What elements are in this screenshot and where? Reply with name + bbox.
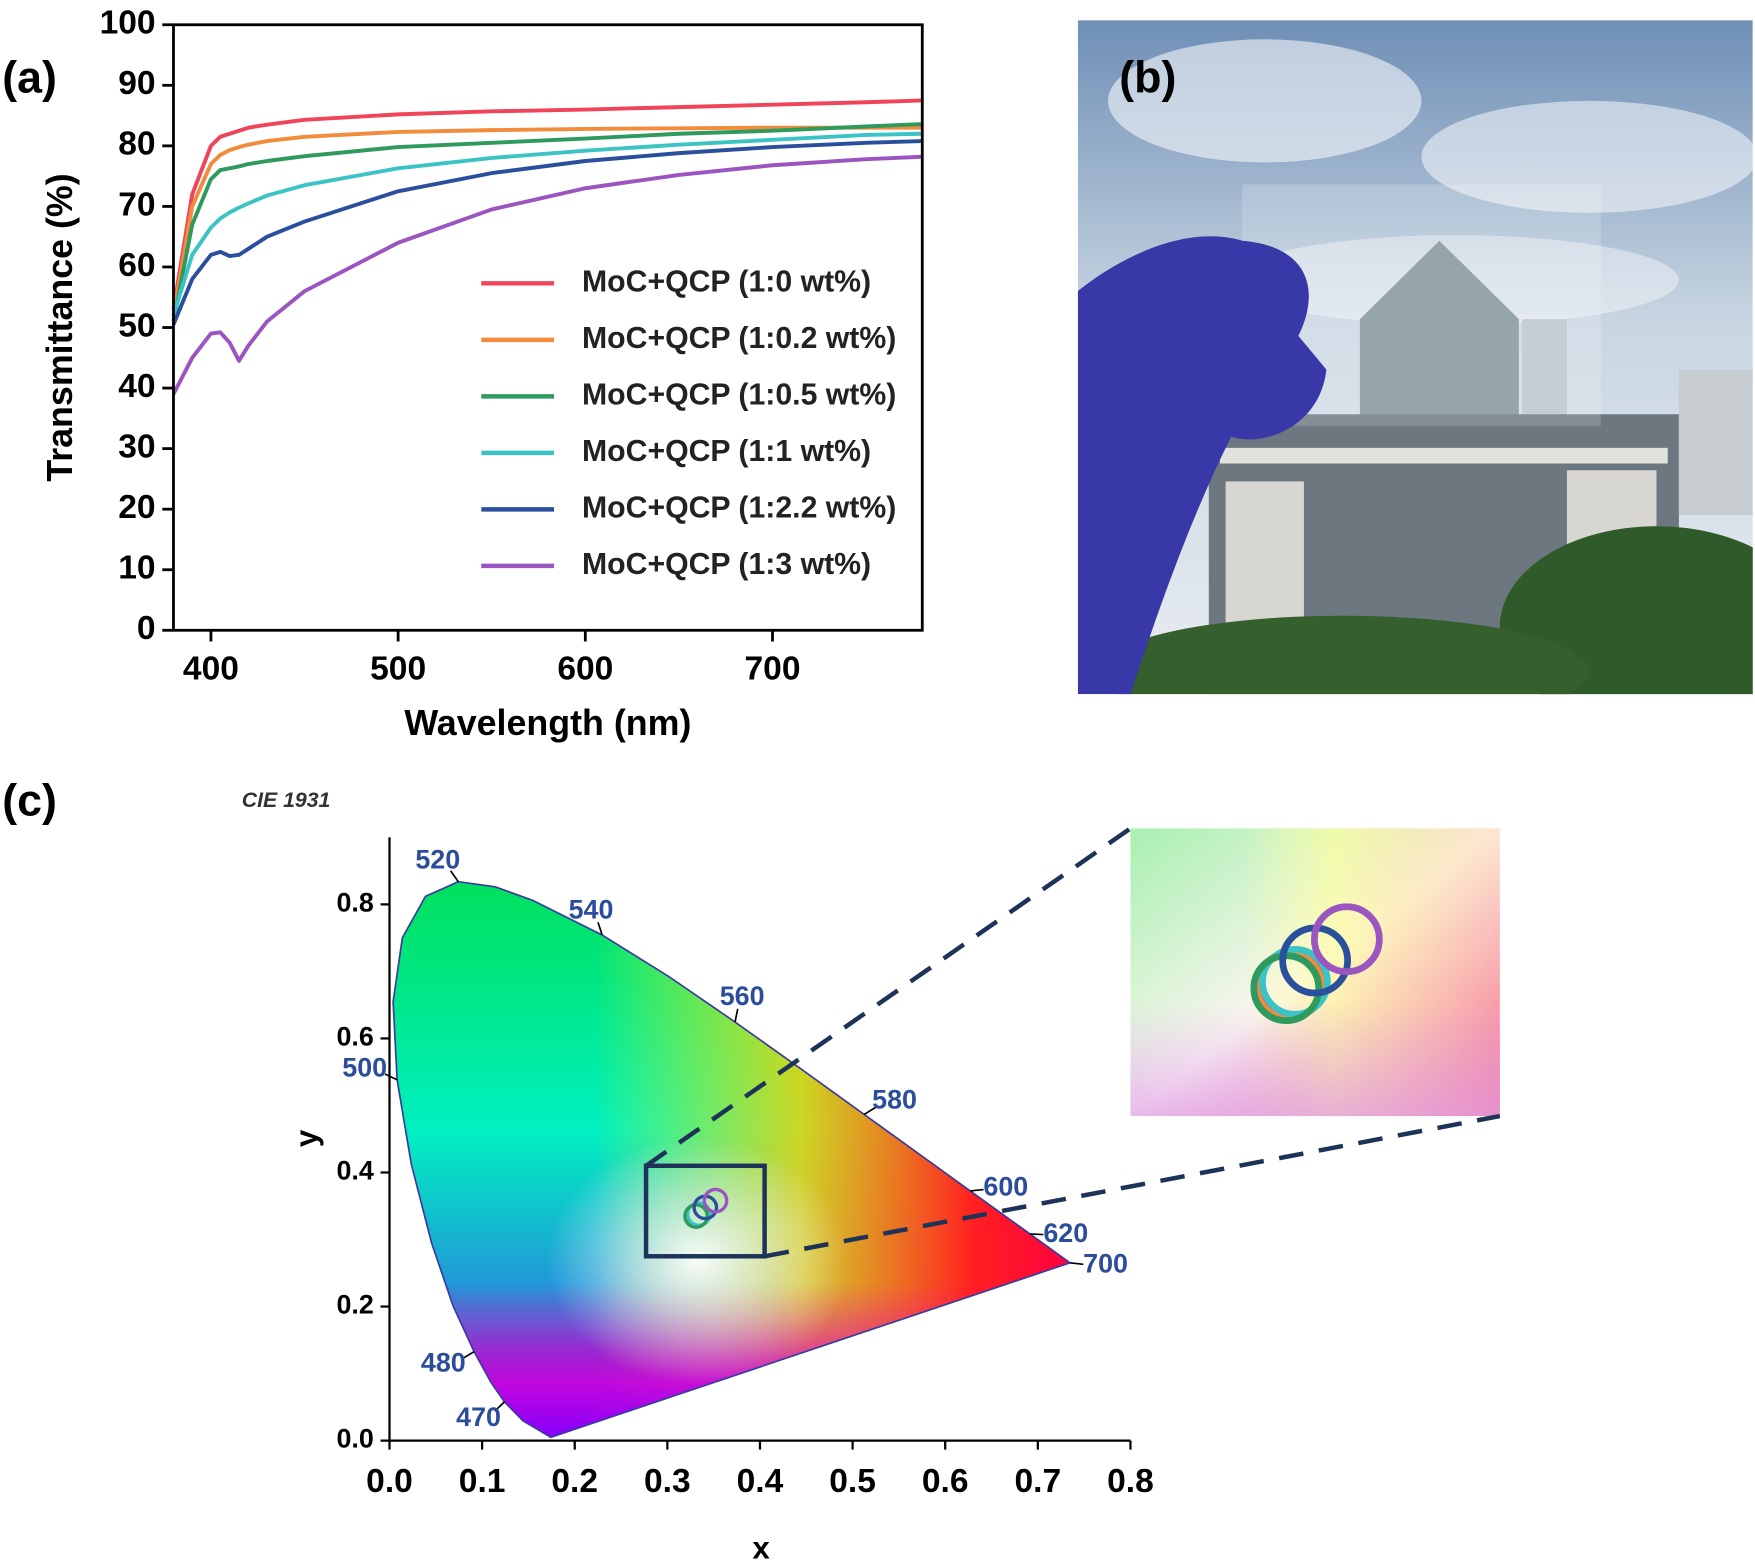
x-tick-label: 400: [183, 650, 239, 687]
wavelength-tick: [597, 921, 603, 936]
y-tick-label: 0.0: [336, 1424, 373, 1454]
x-tick-label: 0.2: [551, 1463, 598, 1500]
city: [1678, 369, 1753, 515]
wavelength-label: 480: [421, 1347, 466, 1377]
legend-label: MoC+QCP (1:0 wt%): [582, 265, 871, 298]
y-tick-label: 30: [118, 428, 155, 465]
gamut: [393, 881, 1070, 1438]
y-tick-label: 40: [118, 368, 155, 405]
x-tick-label: 0.8: [1107, 1463, 1154, 1500]
facade: [1219, 447, 1668, 464]
y-tick-label: 0.6: [336, 1022, 373, 1052]
x-tick-label: 0.0: [366, 1463, 413, 1500]
wavelength-label: 520: [415, 845, 460, 875]
zoom-box: [643, 1163, 767, 1259]
zoom-connector: [644, 826, 1132, 1168]
x-tick-label: 0.1: [459, 1463, 506, 1500]
x-tick-label: 500: [370, 650, 426, 687]
panel-label: (b): [1119, 53, 1176, 103]
building: [1522, 319, 1567, 432]
photo: [1077, 20, 1753, 695]
panel-label: (c): [2, 776, 57, 826]
legend-label: MoC+QCP (1:2.2 wt%): [582, 491, 896, 524]
y-axis-title: Transmittance (%): [40, 173, 80, 481]
series-line: [171, 98, 923, 310]
chromaticity-point: [702, 1187, 729, 1214]
y-tick-label: 90: [118, 65, 155, 102]
wavelength-tick: [494, 1401, 506, 1412]
wavelength-tick: [1029, 1233, 1044, 1236]
wavelength-label: 470: [456, 1402, 501, 1432]
wavelength-label: 500: [342, 1052, 387, 1082]
x-tick-label: 0.5: [829, 1463, 876, 1500]
y-tick-label: 50: [118, 307, 155, 344]
chart-a: (a) 0 10 20 30 40 50 60 70 80 90 100 400 500 600 700 MoC…: [2, 5, 924, 743]
series-line: [171, 131, 923, 316]
wavelength-tick: [462, 1350, 475, 1360]
wavelength-tick: [734, 1008, 739, 1023]
y-tick-label: 60: [118, 247, 155, 284]
legend-label: MoC+QCP (1:0.2 wt%): [582, 322, 896, 355]
wavelength-label: 560: [720, 981, 765, 1011]
series-line: [171, 154, 923, 396]
x-tick-label: 600: [557, 650, 613, 687]
x-tick-label: 0.3: [644, 1463, 691, 1500]
wavelength-tick: [863, 1106, 877, 1116]
wavelength-label: 540: [569, 895, 614, 925]
y-tick-label: 10: [118, 550, 155, 587]
wavelength-tick: [384, 1073, 398, 1081]
wavelength-label: 580: [872, 1085, 917, 1115]
y-tick-label: 80: [118, 126, 155, 163]
zoom-connector: [764, 1113, 1501, 1259]
plot-frame: [172, 23, 924, 632]
cloud: [1108, 39, 1422, 163]
x-tick-label: 700: [745, 650, 801, 687]
panel-label: (a): [2, 53, 57, 103]
y-tick-label: 0.8: [336, 887, 373, 917]
series-line: [171, 139, 923, 326]
y-tick-label: 20: [118, 489, 155, 526]
inset-point: [1259, 945, 1331, 1018]
x-axis-title: Wavelength (nm): [404, 703, 691, 743]
trees: [1096, 615, 1590, 695]
wavelength-label: 600: [983, 1171, 1028, 1201]
glove: [1077, 236, 1327, 695]
y-tick-label: 0.2: [336, 1290, 373, 1320]
legend-label: MoC+QCP (1:1 wt%): [582, 435, 871, 468]
pyramid-roof: [1359, 240, 1519, 448]
series-line: [171, 122, 923, 322]
subtitle: CIE 1931: [242, 788, 331, 812]
wavelength-tick: [1069, 1261, 1084, 1266]
x-tick-label: 0.4: [737, 1463, 784, 1500]
wavelength-label: 700: [1083, 1249, 1128, 1279]
y-axis-title: y: [289, 1129, 324, 1147]
legend-label: MoC+QCP (1:3 wt%): [582, 548, 871, 581]
wavelength-tick: [449, 870, 460, 883]
x-tick-label: 0.7: [1014, 1463, 1061, 1500]
gamut-fill: [393, 881, 1070, 1438]
y-tick-label: 0.4: [336, 1156, 373, 1186]
chart-c: (c) CIE 1931 0.0 0.2 0.4 0.6 0.8 0.0 0.1 0.2 0.3 0.…: [2, 776, 1501, 1565]
y-tick-label: 100: [100, 5, 156, 42]
inset-point: [1311, 903, 1383, 976]
legend-label: MoC+QCP (1:0.5 wt%): [582, 378, 896, 411]
series-line: [171, 125, 923, 316]
wavelength-tick: [970, 1188, 984, 1192]
y-tick-label: 70: [118, 186, 155, 223]
x-tick-label: 0.6: [922, 1463, 969, 1500]
y-tick-label: 0: [137, 610, 156, 647]
wavelength-label: 620: [1043, 1218, 1088, 1248]
cloud: [1421, 100, 1753, 213]
x-axis-title: x: [752, 1531, 770, 1565]
